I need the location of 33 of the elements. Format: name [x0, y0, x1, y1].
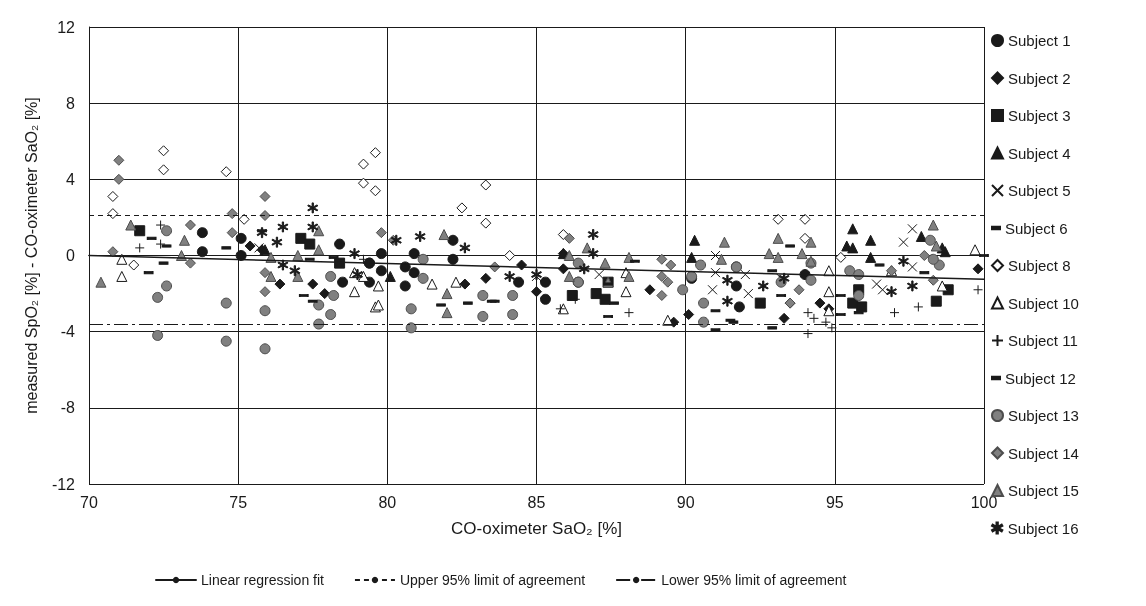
x-tick-label: 100: [970, 493, 998, 511]
legend-label: Subject 5: [1008, 182, 1071, 199]
y-tick-label: 0: [66, 247, 76, 264]
legend-label: Subject 10: [1008, 294, 1079, 312]
y-tick-label: -8: [60, 399, 76, 417]
x-tick-label: 85: [527, 493, 546, 511]
legend-label: Linear regression fit: [201, 572, 325, 588]
legend-label: Subject 16: [1007, 519, 1079, 537]
y-tick-label: -4: [60, 323, 76, 341]
legend-label: Lower 95% limit of agreement: [661, 572, 847, 588]
legend-label: Subject 3: [1008, 107, 1071, 124]
legend-label: Subject 1: [1008, 32, 1071, 49]
x-tick-label: 80: [378, 493, 397, 511]
x-tick-label: 90: [676, 493, 695, 511]
x-tick-label: 95: [825, 493, 844, 511]
x-axis-title: CO-oximeter SaO₂ [%]: [451, 519, 622, 538]
y-tick-label: -12: [51, 475, 76, 493]
legend-label: Subject 12: [1005, 369, 1076, 387]
legend-label: Subject 13: [1008, 407, 1079, 424]
y-tick-label: 8: [66, 94, 76, 112]
legend-label: Subject 11: [1008, 332, 1078, 349]
x-tick-label: 70: [80, 493, 98, 511]
legend-label: Upper 95% limit of agreement: [399, 572, 586, 588]
y-tick-label: 12: [57, 18, 76, 36]
y-axis-title: measured SpO₂ [%] - CO-oximeter SaO₂ [%]: [22, 97, 40, 414]
legend-label: Subject 15: [1008, 482, 1079, 499]
legend-label: Subject 4: [1008, 144, 1071, 162]
legend-label: Subject 2: [1008, 69, 1071, 87]
legend-label: Subject 8: [1008, 257, 1071, 274]
y-tick-label: 4: [66, 170, 76, 188]
x-tick-label: 75: [229, 493, 248, 511]
legend-label: Subject 6: [1005, 219, 1068, 237]
legend-label: Subject 14: [1008, 444, 1079, 462]
